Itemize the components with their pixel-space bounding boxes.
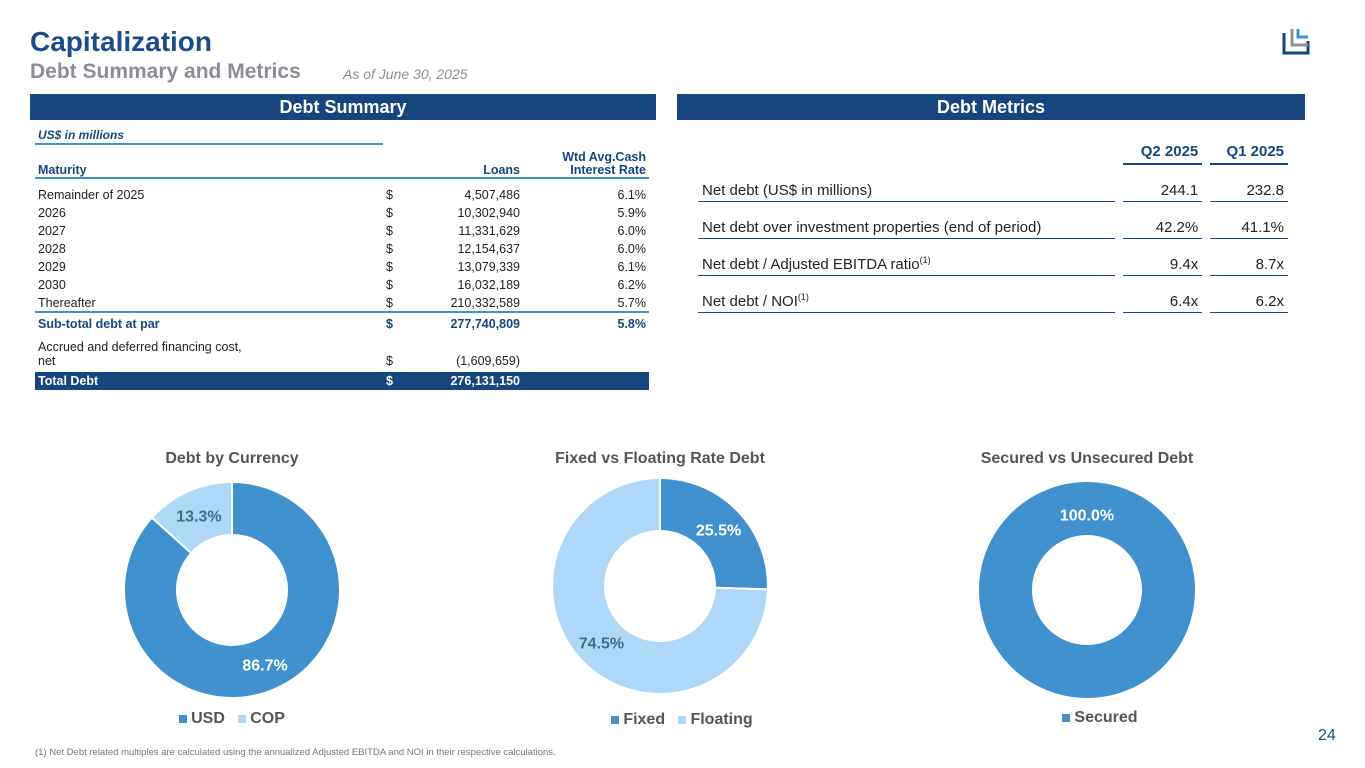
loans-cell: 10,302,940 bbox=[457, 206, 520, 220]
as-of-date: As of June 30, 2025 bbox=[343, 66, 468, 82]
metric-q1: 232.8 bbox=[1210, 164, 1288, 202]
col-rate: Wtd Avg.Cash Interest Rate bbox=[562, 150, 646, 177]
rate-cell: 5.9% bbox=[617, 206, 647, 220]
metric-label: Net debt / Adjusted EBITDA ratio(1) bbox=[698, 238, 1115, 276]
metric-q1: 8.7x bbox=[1210, 238, 1288, 276]
maturity-cell: Thereafter bbox=[38, 295, 96, 310]
rate-cell: 6.2% bbox=[617, 278, 647, 292]
metric-row: Net debt / Adjusted EBITDA ratio(1) 9.4x 8… bbox=[698, 238, 1288, 276]
legend-swatch-fixed bbox=[611, 715, 620, 724]
table-row: 2029 $13,079,339 6.1% bbox=[35, 258, 649, 276]
data-label: 100.0% bbox=[1060, 508, 1114, 525]
col-q2: Q2 2025 bbox=[1122, 140, 1203, 165]
total-row: Total Debt $276,131,150 bbox=[35, 372, 649, 390]
loans-cell: 12,154,637 bbox=[457, 242, 520, 256]
metric-q2: 6.4x bbox=[1122, 275, 1203, 313]
company-logo-icon bbox=[1282, 29, 1310, 55]
slice-fixed bbox=[659, 476, 769, 591]
accrued-row: Accrued and deferred financing cost, net… bbox=[38, 340, 520, 368]
metric-q2: 9.4x bbox=[1122, 238, 1203, 276]
rate-cell: 6.1% bbox=[617, 260, 647, 274]
debt-summary-header: Debt Summary bbox=[30, 94, 656, 120]
currency-cell: $ bbox=[386, 188, 393, 202]
data-label: 13.3% bbox=[176, 509, 221, 526]
legend-currency: USD COP bbox=[82, 710, 382, 728]
units-label: US$ in millions bbox=[35, 126, 383, 145]
metric-q2: 42.2% bbox=[1122, 201, 1203, 239]
metric-row: Net debt / NOI(1) 6.4x 6.2x bbox=[698, 275, 1288, 313]
legend-swatch-floating bbox=[678, 715, 687, 724]
col-loans: Loans bbox=[483, 163, 520, 177]
legend-swatch-cop bbox=[238, 714, 247, 723]
debt-metrics-table: Q2 2025 Q1 2025 Net debt (US$ in millions… bbox=[698, 140, 1288, 313]
chart-title-secured: Secured vs Unsecured Debt bbox=[980, 450, 1194, 467]
page-subtitle: Debt Summary and Metrics bbox=[30, 60, 301, 83]
charts-area: 86.7% 13.3% 25.5% 74.5% 100.0% bbox=[123, 476, 1195, 699]
metric-label: Net debt over investment properties (end… bbox=[698, 201, 1115, 239]
legend-swatch-secured bbox=[1062, 713, 1071, 722]
page-number: 24 bbox=[1318, 727, 1336, 744]
loans-cell: 4,507,486 bbox=[464, 188, 520, 202]
currency-cell: $ bbox=[386, 224, 393, 238]
table-row: Remainder of 2025 $4,507,486 6.1% bbox=[35, 186, 649, 204]
table-row: 2028 $12,154,637 6.0% bbox=[35, 240, 649, 258]
maturity-cell: 2027 bbox=[38, 224, 66, 238]
legend-swatch-usd bbox=[179, 714, 188, 723]
data-label: 86.7% bbox=[242, 657, 287, 674]
rate-cell: 6.0% bbox=[617, 224, 647, 238]
subtotal-row: Sub-total debt at par $277,740,809 5.8% bbox=[35, 311, 649, 334]
currency-cell: $ bbox=[386, 206, 393, 220]
metric-label: Net debt (US$ in millions) bbox=[698, 164, 1115, 202]
debt-summary-table: US$ in millions Maturity Loans Wtd Avg.Cas… bbox=[35, 126, 649, 390]
rate-cell: 6.1% bbox=[617, 188, 647, 202]
metric-label: Net debt / NOI(1) bbox=[698, 275, 1115, 313]
loans-cell: 13,079,339 bbox=[457, 260, 520, 274]
maturity-cell: 2028 bbox=[38, 242, 66, 256]
metric-row: Net debt (US$ in millions) 244.1 232.8 bbox=[698, 164, 1288, 202]
currency-cell: $ bbox=[386, 242, 393, 256]
table-row: 2027 $11,331,629 6.0% bbox=[35, 222, 649, 240]
legend-secured: Secured bbox=[950, 709, 1250, 727]
col-maturity: Maturity bbox=[38, 163, 87, 177]
table-row: Thereafter $210,332,589 5.7% bbox=[35, 294, 649, 312]
currency-cell: $ bbox=[386, 260, 393, 274]
debt-metrics-header: Debt Metrics bbox=[677, 94, 1305, 120]
maturity-cell: 2029 bbox=[38, 260, 66, 274]
loans-cell: 16,032,189 bbox=[457, 278, 520, 292]
chart-title-currency: Debt by Currency bbox=[165, 450, 299, 467]
rate-cell: 5.7% bbox=[617, 295, 647, 310]
data-label: 74.5% bbox=[579, 636, 624, 653]
chart-title-rate: Fixed vs Floating Rate Debt bbox=[555, 450, 765, 467]
legend-rate: Fixed Floating bbox=[532, 711, 832, 729]
slice-cop bbox=[150, 480, 233, 555]
table-row: 2030 $16,032,189 6.2% bbox=[35, 276, 649, 294]
slice-usd bbox=[123, 480, 341, 699]
currency-cell: $ bbox=[386, 295, 393, 310]
metric-q1: 6.2x bbox=[1210, 275, 1288, 313]
metric-q2: 244.1 bbox=[1122, 164, 1203, 202]
col-q1: Q1 2025 bbox=[1210, 140, 1288, 165]
maturity-cell: 2026 bbox=[38, 206, 66, 220]
loans-cell: 210,332,589 bbox=[450, 295, 520, 310]
footnote: (1) Net Debt related multiples are calcu… bbox=[35, 747, 556, 758]
currency-cell: $ bbox=[386, 278, 393, 292]
table-row: 2026 $10,302,940 5.9% bbox=[35, 204, 649, 222]
slice-floating bbox=[551, 476, 769, 695]
loans-cell: 11,331,629 bbox=[458, 224, 520, 238]
slice-secured bbox=[979, 482, 1195, 698]
page-title: Capitalization bbox=[30, 26, 213, 57]
maturity-cell: Remainder of 2025 bbox=[38, 188, 145, 202]
data-label: 25.5% bbox=[696, 522, 741, 539]
rate-cell: 6.0% bbox=[617, 242, 647, 256]
metric-row: Net debt over investment properties (end… bbox=[698, 201, 1288, 239]
maturity-cell: 2030 bbox=[38, 278, 66, 292]
metric-q1: 41.1% bbox=[1210, 201, 1288, 239]
